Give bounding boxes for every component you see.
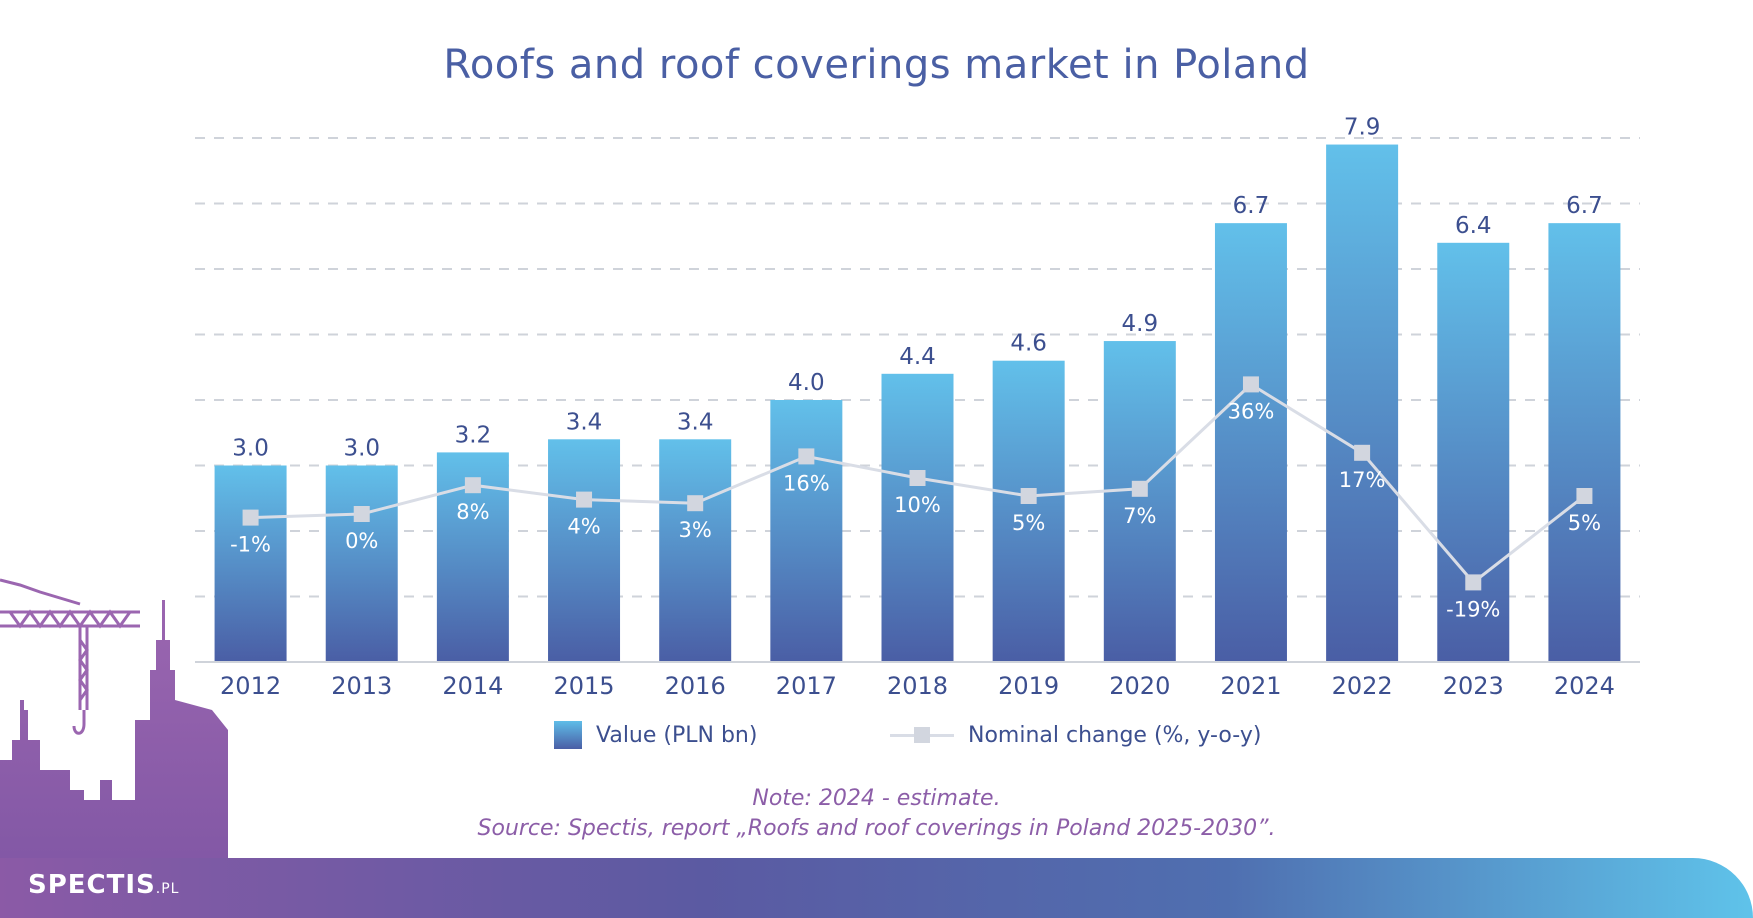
x-tick-label: 2018	[887, 672, 948, 700]
bar-value-label: 6.4	[1455, 213, 1492, 239]
bar	[992, 360, 1065, 662]
change-label: 5%	[1568, 511, 1601, 535]
bar	[659, 439, 732, 662]
change-label: 4%	[567, 515, 600, 539]
source-text: Source: Spectis, report „Roofs and roof …	[477, 816, 1276, 841]
change-marker	[1354, 444, 1371, 461]
bar	[325, 465, 398, 662]
bar-value-label: 3.0	[343, 436, 380, 462]
x-tick-label: 2016	[665, 672, 726, 700]
bar-value-label: 7.9	[1344, 115, 1381, 141]
change-marker	[1465, 574, 1482, 591]
data-labels: 3.0 3.0 3.2 3.4 3.4 4.0 4.4 4.6 4.9 6.7 7.9 6.4 6.7 -…	[230, 115, 1603, 622]
bar	[1437, 242, 1510, 663]
x-tick-label: 2015	[553, 672, 614, 700]
x-tick-label: 2022	[1332, 672, 1393, 700]
x-tick-label: 2019	[998, 672, 1059, 700]
change-label: 17%	[1339, 468, 1386, 492]
change-label: -19%	[1446, 597, 1500, 621]
bar-value-label: 3.4	[566, 409, 603, 435]
x-tick-label: 2014	[442, 672, 503, 700]
legend-swatch-bar	[554, 721, 582, 749]
line-series	[242, 376, 1593, 591]
footer-band	[0, 858, 1753, 918]
bar-value-label: 3.4	[677, 409, 714, 435]
chart-title: Roofs and roof coverings market in Polan…	[443, 42, 1310, 88]
change-marker	[464, 477, 481, 494]
bar-value-label: 6.7	[1233, 193, 1270, 219]
x-tick-label: 2012	[220, 672, 281, 700]
change-marker	[798, 448, 815, 465]
change-label: -1%	[230, 533, 271, 557]
note-text: Note: 2024 - estimate.	[752, 786, 1001, 811]
x-tick-label: 2017	[776, 672, 837, 700]
change-marker	[909, 470, 926, 486]
bar	[1548, 223, 1621, 662]
bar	[1103, 341, 1176, 662]
bar-value-label: 6.7	[1566, 193, 1603, 219]
bar	[881, 373, 954, 662]
bar-value-label: 4.9	[1122, 311, 1159, 337]
change-label: 36%	[1228, 399, 1275, 423]
x-axis: 2012 2013 2014 2015 2016 2017 2018 2019 2020 2021…	[195, 661, 1640, 700]
bar-value-label: 3.2	[455, 422, 492, 448]
bar	[1214, 223, 1287, 662]
change-marker	[576, 491, 593, 508]
change-label: 3%	[679, 518, 712, 542]
bar-series	[214, 144, 1621, 663]
legend-swatch-line	[890, 721, 954, 749]
bar-value-label: 4.4	[899, 344, 936, 370]
bar	[548, 439, 621, 662]
change-marker	[242, 509, 259, 526]
change-marker	[687, 495, 704, 512]
legend-item-change: Nominal change (%, y-o-y)	[890, 718, 1261, 752]
legend-label-change: Nominal change (%, y-o-y)	[968, 722, 1262, 748]
bar	[770, 400, 843, 662]
x-tick-label: 2013	[331, 672, 392, 700]
legend-item-value: Value (PLN bn)	[554, 718, 757, 752]
bar-value-label: 3.0	[232, 436, 269, 462]
brand-logo: SPECTIS.PL	[28, 870, 180, 900]
legend-label-value: Value (PLN bn)	[596, 722, 758, 748]
change-marker	[1020, 488, 1037, 504]
change-label: 16%	[783, 471, 830, 495]
change-marker	[1242, 376, 1259, 393]
change-label: 0%	[345, 529, 378, 553]
bar	[1326, 144, 1399, 663]
change-label: 8%	[456, 500, 489, 524]
change-marker	[353, 506, 370, 522]
bar-value-label: 4.6	[1010, 331, 1047, 357]
change-label: 10%	[894, 493, 941, 517]
x-tick-label: 2021	[1220, 672, 1281, 700]
change-marker	[1576, 488, 1593, 504]
bar-value-label: 4.0	[788, 370, 825, 396]
change-marker	[1131, 480, 1148, 497]
x-tick-label: 2020	[1109, 672, 1170, 700]
x-tick-label: 2023	[1443, 672, 1504, 700]
change-label: 7%	[1123, 504, 1156, 528]
change-label: 5%	[1012, 511, 1045, 535]
bar	[214, 465, 287, 662]
x-tick-label: 2024	[1554, 672, 1615, 700]
